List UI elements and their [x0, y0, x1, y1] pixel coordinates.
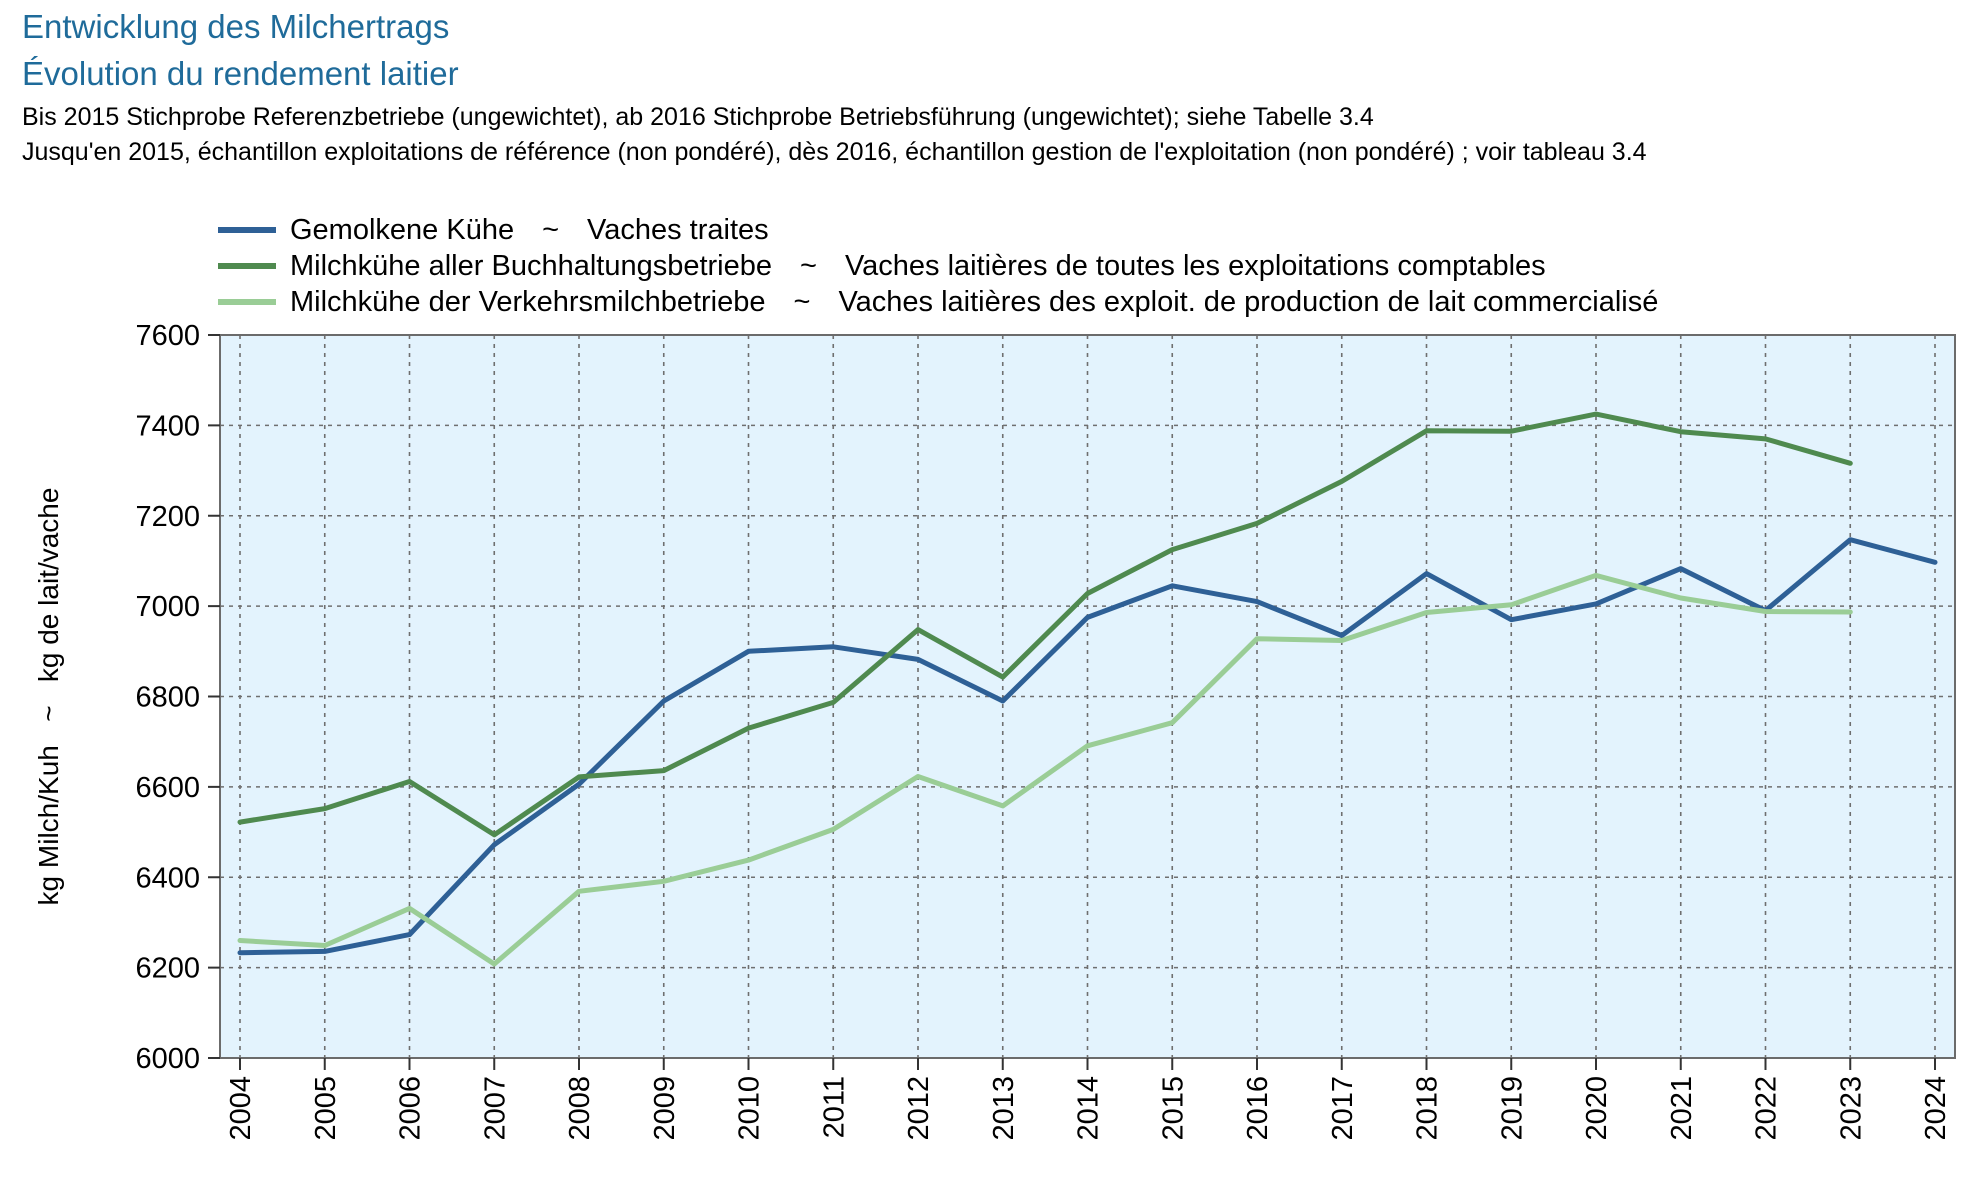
- x-tick-label: 2018: [1412, 1076, 1444, 1141]
- x-tick-label: 2023: [1835, 1076, 1867, 1141]
- legend-label-fr: Vaches laitières des exploit. de product…: [838, 285, 1659, 318]
- x-tick-label: 2011: [818, 1076, 850, 1138]
- legend: Gemolkene Kühe ~ Vaches traites Milchküh…: [218, 212, 1658, 320]
- chart-subtitle-fr: Jusqu'en 2015, échantillon exploitations…: [22, 138, 1647, 166]
- series-line-2: [237, 572, 1853, 967]
- x-tick-label: 2007: [479, 1076, 511, 1141]
- legend-label-fr: Vaches traites: [587, 213, 769, 246]
- x-axis: 2004 2005 2006 2007 2008 2009 2010 2011 2012 2013…: [225, 1058, 1952, 1141]
- y-tick-label: 7600: [135, 320, 200, 352]
- legend-separator: ~: [800, 249, 817, 282]
- legend-separator: ~: [542, 213, 560, 246]
- legend-label-fr: Vaches laitières de toutes les exploitat…: [844, 249, 1546, 282]
- x-tick-label: 2004: [225, 1076, 257, 1141]
- legend-separator: ~: [793, 285, 811, 318]
- x-tick-label: 2013: [988, 1076, 1020, 1141]
- legend-item-gemolkene: Gemolkene Kühe ~ Vaches traites: [218, 212, 1658, 248]
- y-axis: 6000 6200 6400 6600 6800 7000 7200 7400 7600: [135, 320, 220, 1075]
- x-tick-label: 2020: [1581, 1076, 1613, 1141]
- legend-item-verkehrsmilch: Milchkühe der Verkehrsmilchbetriebe ~ Va…: [218, 284, 1658, 320]
- y-tick-label: 6800: [135, 682, 200, 714]
- y-tick-label: 6200: [135, 953, 200, 985]
- y-tick-label: 6400: [135, 862, 200, 894]
- y-axis-label: kg Milch/Kuh ~ kg de lait/vache: [33, 488, 64, 906]
- series-line-0: [237, 537, 1938, 956]
- x-tick-label: 2019: [1496, 1076, 1528, 1141]
- legend-label-de: Milchkühe der Verkehrsmilchbetriebe: [290, 285, 766, 318]
- legend-swatch-verkehrsmilch: [218, 299, 276, 305]
- chart-subtitle-de: Bis 2015 Stichprobe Referenzbetriebe (un…: [22, 103, 1374, 131]
- chart-title-de: Entwicklung des Milchertrags: [22, 8, 450, 45]
- series-lines: [237, 411, 1938, 967]
- x-tick-label: 2015: [1157, 1076, 1189, 1141]
- x-tick-label: 2014: [1073, 1076, 1105, 1141]
- x-tick-label: 2017: [1327, 1076, 1359, 1141]
- y-tick-label: 7200: [135, 501, 200, 533]
- x-tick-label: 2022: [1751, 1076, 1783, 1141]
- y-tick-label: 6600: [135, 772, 200, 804]
- y-tick-label: 6000: [135, 1043, 200, 1075]
- x-tick-label: 2016: [1242, 1076, 1274, 1141]
- x-tick-label: 2021: [1666, 1076, 1698, 1141]
- y-tick-label: 7400: [135, 410, 200, 442]
- x-tick-label: 2024: [1920, 1076, 1952, 1141]
- x-tick-label: 2006: [395, 1076, 427, 1141]
- gridlines: [220, 335, 1955, 1058]
- chart-title-fr: Évolution du rendement laitier: [22, 55, 459, 92]
- legend-label-de: Gemolkene Kühe: [290, 213, 515, 246]
- legend-swatch-gemolkene: [218, 227, 276, 233]
- x-tick-label: 2012: [903, 1076, 935, 1141]
- x-tick-label: 2005: [310, 1076, 342, 1141]
- y-tick-label: 7000: [135, 591, 200, 623]
- legend-label-de: Milchkühe aller Buchhaltungsbetriebe: [290, 249, 773, 282]
- x-tick-label: 2008: [564, 1076, 596, 1141]
- legend-swatch-buchhaltung: [218, 263, 276, 269]
- series-line-1: [237, 411, 1853, 838]
- x-tick-label: 2009: [649, 1076, 681, 1141]
- legend-item-buchhaltung: Milchkühe aller Buchhaltungsbetriebe ~ V…: [218, 248, 1658, 284]
- x-tick-label: 2010: [734, 1076, 766, 1141]
